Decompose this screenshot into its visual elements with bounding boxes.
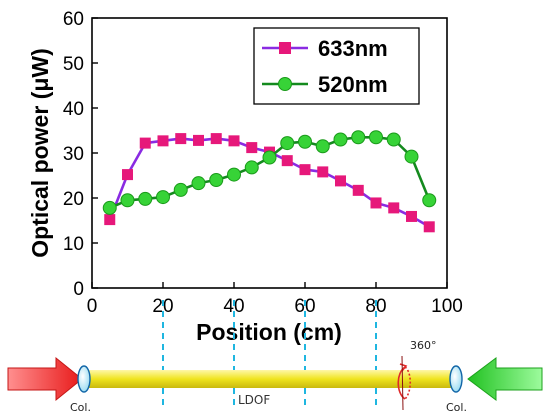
data-point-633nm xyxy=(193,134,204,146)
red-input-arrow xyxy=(7,356,83,402)
data-point-633nm xyxy=(335,175,346,187)
data-point-633nm xyxy=(228,135,240,147)
data-point-633nm xyxy=(370,197,382,209)
data-point-520nm xyxy=(120,193,135,208)
x-axis-ticks: 0 20 40 60 80 100 xyxy=(87,282,463,317)
data-point-633nm xyxy=(299,164,311,176)
data-point-633nm xyxy=(406,210,417,222)
data-point-633nm xyxy=(317,166,329,178)
data-point-633nm xyxy=(352,184,364,196)
y-axis-ticks: 0 10 20 30 40 50 60 xyxy=(63,9,98,300)
x-tick-label: 0 xyxy=(87,296,98,317)
legend: 633nm 520nm xyxy=(253,27,420,105)
left-collimator-lens xyxy=(77,365,91,393)
data-point-520nm xyxy=(138,191,153,206)
data-point-520nm xyxy=(386,132,401,147)
data-point-520nm xyxy=(404,149,419,164)
y-tick-label: 30 xyxy=(63,144,84,165)
data-point-633nm xyxy=(423,221,435,233)
y-axis-title: Optical power (μW) xyxy=(27,48,53,258)
x-tick-label: 40 xyxy=(223,296,244,317)
data-point-520nm xyxy=(333,132,348,147)
left-collimator-label: Col. xyxy=(70,401,91,414)
y-tick-label: 40 xyxy=(63,99,84,120)
setup-diagram: Col. Col. LDOF 360° xyxy=(7,339,543,414)
data-point-520nm xyxy=(351,130,366,145)
y-tick-label: 10 xyxy=(63,234,84,255)
data-point-633nm xyxy=(210,133,222,145)
rotation-arrow xyxy=(397,355,412,411)
data-point-633nm xyxy=(175,133,187,145)
y-tick-label: 0 xyxy=(73,279,84,300)
data-point-633nm xyxy=(122,169,133,181)
green-input-arrow xyxy=(467,357,543,401)
legend-box xyxy=(253,27,420,105)
data-point-520nm xyxy=(280,136,295,151)
data-point-520nm xyxy=(262,150,277,165)
data-point-520nm xyxy=(422,193,437,208)
y-tick-label: 50 xyxy=(63,54,84,75)
series-633nm xyxy=(104,133,435,233)
legend-label-520nm: 520nm xyxy=(318,72,388,97)
x-tick-label: 80 xyxy=(365,296,386,317)
fiber-beam xyxy=(85,370,457,388)
y-tick-label: 20 xyxy=(63,189,84,210)
ldof-label: LDOF xyxy=(238,393,270,407)
guide-lines xyxy=(162,300,377,410)
series-520nm xyxy=(102,130,437,215)
data-point-520nm xyxy=(369,130,383,145)
legend-marker-520nm xyxy=(278,77,292,91)
data-point-520nm xyxy=(191,176,206,191)
data-point-520nm xyxy=(227,167,241,182)
x-tick-label: 60 xyxy=(294,296,315,317)
data-point-633nm xyxy=(246,142,258,154)
data-point-520nm xyxy=(244,160,259,175)
y-tick-label: 60 xyxy=(63,9,84,30)
right-collimator-label: Col. xyxy=(446,401,467,414)
legend-label-633nm: 633nm xyxy=(318,36,388,61)
x-tick-label: 20 xyxy=(152,296,173,317)
data-point-633nm xyxy=(281,155,293,167)
data-point-633nm xyxy=(388,202,400,214)
legend-marker-633nm xyxy=(279,42,291,54)
data-point-520nm xyxy=(102,200,117,215)
data-point-633nm xyxy=(139,137,151,149)
rotation-angle-label: 360° xyxy=(410,339,437,352)
data-point-520nm xyxy=(298,134,312,149)
data-point-633nm xyxy=(157,135,169,147)
data-point-633nm xyxy=(104,214,116,226)
data-point-520nm xyxy=(209,173,224,187)
x-axis-title: Position (cm) xyxy=(196,319,342,345)
data-point-520nm xyxy=(315,139,330,154)
right-collimator-lens xyxy=(449,365,463,393)
x-tick-label: 100 xyxy=(431,296,463,317)
data-point-520nm xyxy=(156,190,170,205)
data-point-520nm xyxy=(173,182,188,197)
